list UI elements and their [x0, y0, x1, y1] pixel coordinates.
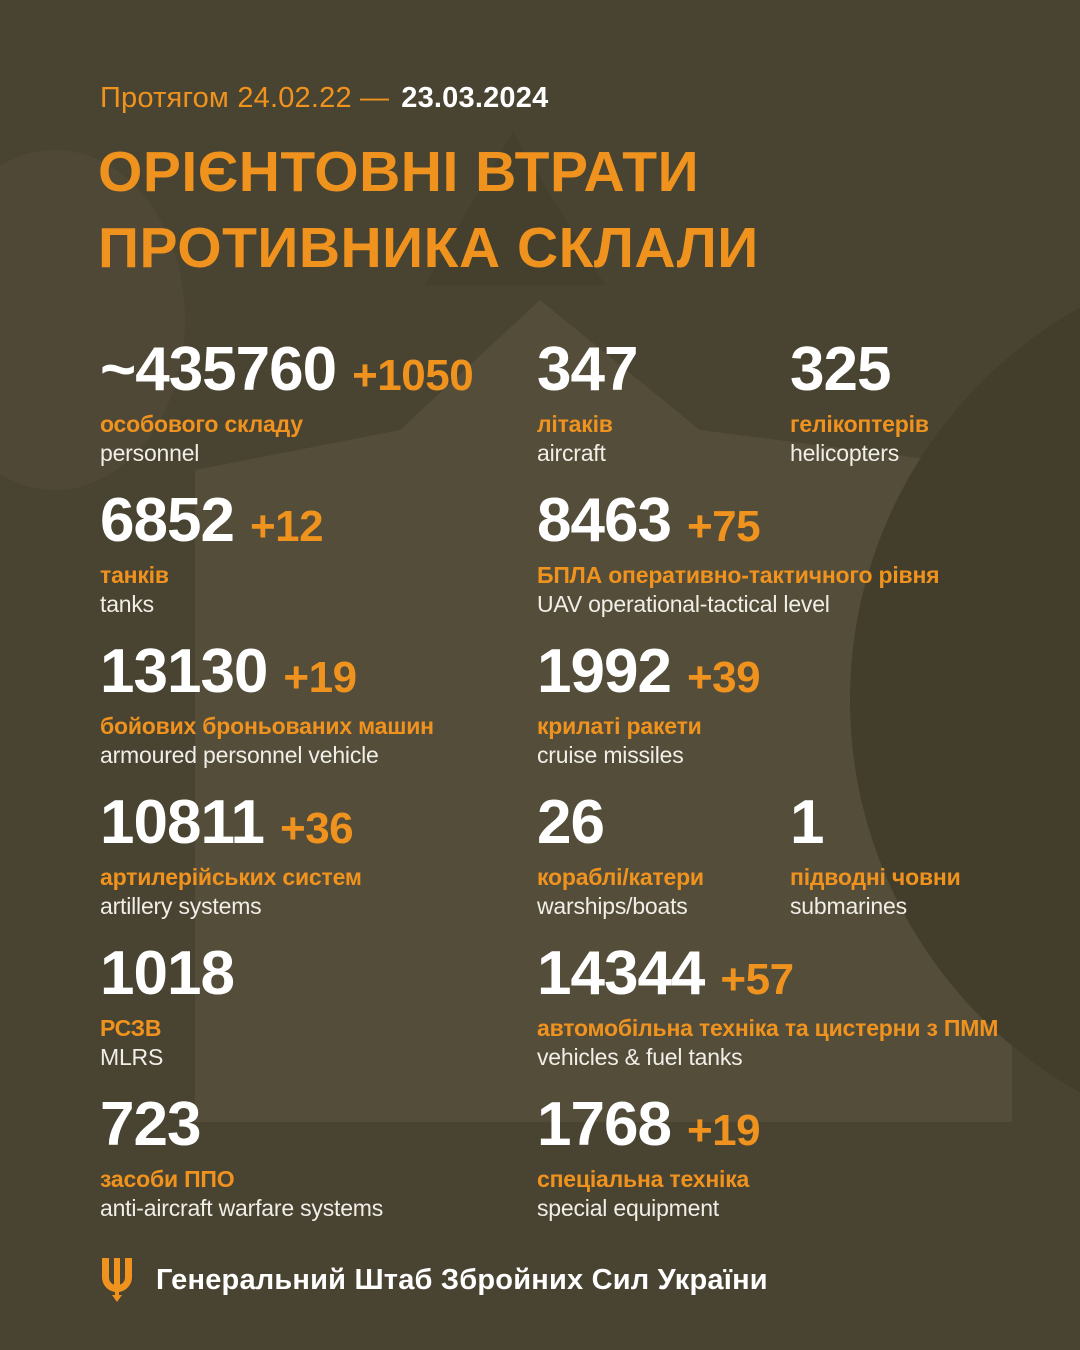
stat-label-en: artillery systems [100, 893, 262, 919]
stat-aircraft: 347 літаків aircraft [537, 338, 790, 489]
stat-value: 13130 [100, 637, 268, 706]
stat-label-en: anti-aircraft warfare systems [100, 1195, 384, 1221]
stat-value: 325 [790, 335, 891, 404]
stat-mlrs: 1018 РСЗВ MLRS [100, 942, 537, 1093]
stat-label-en: tanks [100, 591, 154, 617]
stat-vehicles-fuel-tanks: 14344 +57 автомобільна техніка та цистер… [537, 939, 999, 1093]
stat-label-en: helicopters [790, 440, 900, 466]
page-title: ОРІЄНТОВНІ ВТРАТИ ПРОТИВНИКА СКЛАЛИ [98, 134, 759, 286]
stat-label-en: vehicles & fuel tanks [537, 1044, 743, 1070]
stat-label-ua: РСЗВ [100, 1015, 162, 1041]
title-line-1: ОРІЄНТОВНІ ВТРАТИ [98, 140, 700, 204]
stat-value: ~435760 [100, 335, 337, 404]
reporting-period: Протягом 24.02.22 — 23.03.2024 [100, 82, 548, 115]
stat-label-en: warships/boats [537, 893, 688, 919]
stat-label-ua: літаків [537, 411, 613, 437]
stat-value: 26 [537, 788, 605, 857]
stat-delta: +12 [249, 502, 324, 551]
stat-label-en: UAV operational-tactical level [537, 591, 830, 617]
stat-delta: +57 [720, 955, 794, 1004]
stat-tanks: 6852 +12 танків tanks [100, 489, 537, 640]
stat-label-en: special equipment [537, 1195, 719, 1221]
stat-submarines: 1 підводні човни submarines [790, 791, 980, 942]
losses-grid: ~435760 +1050 особового складу personnel… [100, 338, 999, 1244]
stat-label-ua: засоби ППО [100, 1166, 235, 1192]
stat-label-ua: особового складу [100, 411, 303, 437]
period-prefix: Протягом 24.02.22 — [100, 82, 390, 114]
title-line-2: ПРОТИВНИКА СКЛАЛИ [98, 216, 759, 280]
stat-label-en: submarines [790, 893, 907, 919]
stat-value: 1992 [537, 637, 672, 706]
stat-value: 1768 [537, 1090, 672, 1159]
stat-label-en: MLRS [100, 1044, 164, 1070]
stat-armoured-vehicles: 13130 +19 бойових броньованих машин armo… [100, 640, 537, 791]
stat-delta: +75 [686, 502, 761, 551]
stat-label-ua: БПЛА оперативно-тактичного рівня [537, 562, 940, 588]
stat-label-ua: підводні човни [790, 864, 961, 890]
stat-delta: +19 [283, 653, 357, 702]
stat-label-ua: кораблі/катери [537, 864, 704, 890]
stat-label-ua: гелікоптерів [790, 411, 929, 437]
stat-label-ua: артилерійських систем [100, 864, 362, 890]
report-date: 23.03.2024 [401, 82, 549, 114]
stat-label-ua: крилаті ракети [537, 713, 702, 739]
stat-value: 10811 [100, 788, 265, 857]
stat-artillery: 10811 +36 артилерійських систем artiller… [100, 791, 537, 942]
stat-helicopters: 325 гелікоптерів helicopters [790, 338, 980, 489]
stat-delta: +39 [686, 653, 761, 702]
stat-delta: +19 [686, 1106, 761, 1155]
stat-label-en: personnel [100, 440, 200, 466]
stat-label-ua: спеціальна техніка [537, 1166, 750, 1192]
stat-value: 347 [537, 335, 638, 404]
stat-value: 723 [100, 1090, 201, 1159]
stat-label-ua: бойових броньованих машин [100, 713, 434, 739]
stat-value: 8463 [537, 486, 672, 555]
stat-warships: 26 кораблі/катери warships/boats [537, 791, 790, 942]
footer: Генеральний Штаб Збройних Сил України [100, 1258, 768, 1302]
organization-name: Генеральний Штаб Збройних Сил України [156, 1263, 768, 1296]
stat-cruise-missiles: 1992 +39 крилаті ракети cruise missiles [537, 640, 980, 791]
stat-value: 6852 [100, 486, 235, 555]
stat-delta: +1050 [352, 351, 474, 400]
stat-label-ua: автомобільна техніка та цистерни з ПММ [537, 1015, 999, 1041]
stat-label-ua: танків [100, 562, 169, 588]
stat-personnel: ~435760 +1050 особового складу personnel [100, 338, 537, 489]
stat-label-en: aircraft [537, 440, 606, 466]
stat-label-en: armoured personnel vehicle [100, 742, 379, 768]
stat-delta: +36 [280, 804, 354, 853]
stat-special-equipment: 1768 +19 спеціальна техніка special equi… [537, 1093, 980, 1244]
stat-value: 14344 [537, 939, 705, 1008]
stat-anti-aircraft: 723 засоби ППО anti-aircraft warfare sys… [100, 1093, 537, 1244]
stat-value: 1018 [100, 939, 235, 1008]
trident-icon [102, 1258, 132, 1302]
stat-label-en: cruise missiles [537, 742, 684, 768]
stat-value: 1 [790, 788, 824, 857]
stat-uav: 8463 +75 БПЛА оперативно-тактичного рівн… [537, 489, 980, 640]
